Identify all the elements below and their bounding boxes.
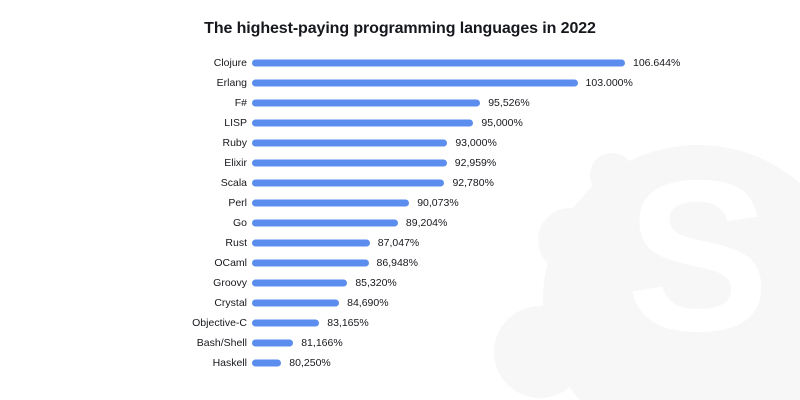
bar[interactable] [252,159,447,167]
chart-row: OCaml 86,948% [0,253,800,273]
bar-value-label: 83,165% [327,316,369,329]
bar[interactable] [252,239,370,247]
chart-row: Objective-C 83,165% [0,313,800,333]
bar-track: 106.644% [247,53,800,73]
category-label: Rust [225,236,247,249]
bar-track: 103.000% [247,73,800,93]
chart-row: Groovy 85,320% [0,273,800,293]
bar-value-label: 95,000% [481,116,523,129]
category-label: Perl [228,196,247,209]
bar[interactable] [252,339,294,347]
bar-value-label: 81,166% [301,336,343,349]
bar-track: 80,250% [247,353,800,373]
chart-row: Elixir 92,959% [0,153,800,173]
bar-chart-plot: Clojure 106.644% Erlang 103.000% F# 95,526% LI… [0,50,800,380]
bar[interactable] [252,179,445,187]
chart-row: Ruby 93,000% [0,133,800,153]
bar[interactable] [252,299,340,307]
category-label: Ruby [222,136,247,149]
bar-value-label: 103.000% [585,76,633,89]
bar[interactable] [252,279,348,287]
chart-row: Bash/Shell 81,166% [0,333,800,353]
bar[interactable] [252,59,625,67]
bar[interactable] [252,99,481,107]
category-label: Bash/Shell [196,336,247,349]
page-title: The highest-paying programming languages… [204,20,596,37]
bar-track: 92,959% [247,153,800,173]
category-label: Go [232,216,247,229]
bar[interactable] [252,359,282,367]
bar-value-label: 92,780% [452,176,494,189]
category-label: Scala [220,176,247,189]
category-label: Crystal [214,296,247,309]
bar-track: 95,000% [247,113,800,133]
category-label: LISP [224,116,247,129]
chart-row: Crystal 84,690% [0,293,800,313]
bar-track: 92,780% [247,173,800,193]
bar-track: 85,320% [247,273,800,293]
bar[interactable] [252,219,398,227]
chart-row: Erlang 103.000% [0,73,800,93]
bar-value-label: 80,250% [289,356,331,369]
bar-value-label: 87,047% [377,236,420,249]
bar-track: 90,073% [247,193,800,213]
bar[interactable] [252,139,448,147]
bar[interactable] [252,199,410,207]
bar-track: 95,526% [247,93,800,113]
bar[interactable] [252,119,474,127]
chart-row: LISP 95,000% [0,113,800,133]
bar-value-label: 89,204% [405,216,448,229]
chart-row: Haskell 80,250% [0,353,800,373]
category-label: Elixir [224,156,247,169]
bar-track: 86,948% [247,253,800,273]
category-label: Clojure [213,56,247,69]
category-label: Erlang [216,76,247,89]
bar-track: 84,690% [247,293,800,313]
bar-track: 83,165% [247,313,800,333]
category-label: Haskell [212,356,247,369]
bar[interactable] [252,259,369,267]
category-label: Objective-C [192,316,247,329]
bar-value-label: 92,959% [454,156,497,169]
bar[interactable] [252,79,578,87]
bar-value-label: 93,000% [455,136,497,149]
chart-row: Perl 90,073% [0,193,800,213]
chart-row: Go 89,204% [0,213,800,233]
bar-value-label: 106.644% [633,56,681,69]
chart-row: F# 95,526% [0,93,800,113]
category-label: OCaml [214,256,247,269]
bar[interactable] [252,319,320,327]
bar-value-label: 85,320% [355,276,397,289]
chart-row: Clojure 106.644% [0,53,800,73]
bar-value-label: 95,526% [488,96,530,109]
bar-track: 89,204% [247,213,800,233]
category-label: F# [234,96,247,109]
bar-value-label: 84,690% [347,296,389,309]
bar-value-label: 90,073% [417,196,459,209]
bar-track: 81,166% [247,333,800,353]
chart-row: Scala 92,780% [0,173,800,193]
chart-row: Rust 87,047% [0,233,800,253]
bar-track: 93,000% [247,133,800,153]
category-label: Groovy [213,276,247,289]
bar-value-label: 86,948% [376,256,418,269]
bar-track: 87,047% [247,233,800,253]
